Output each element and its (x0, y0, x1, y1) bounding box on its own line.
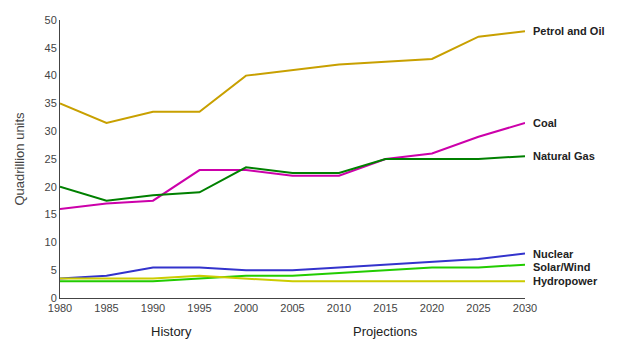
svg-text:Projections: Projections (353, 324, 418, 339)
svg-text:1980: 1980 (48, 302, 72, 314)
svg-text:Solar/Wind: Solar/Wind (533, 261, 590, 273)
svg-text:1990: 1990 (141, 302, 165, 314)
svg-text:1985: 1985 (94, 302, 118, 314)
svg-text:Nuclear: Nuclear (533, 248, 574, 260)
svg-text:Quadrillion units: Quadrillion units (12, 112, 27, 206)
svg-text:40: 40 (45, 69, 57, 81)
svg-text:30: 30 (45, 125, 57, 137)
svg-text:Natural Gas: Natural Gas (533, 150, 595, 162)
svg-text:45: 45 (45, 42, 57, 54)
svg-text:Hydropower: Hydropower (533, 275, 598, 287)
svg-text:50: 50 (45, 14, 57, 26)
svg-text:2005: 2005 (280, 302, 304, 314)
svg-text:25: 25 (45, 153, 57, 165)
svg-text:15: 15 (45, 208, 57, 220)
svg-text:20: 20 (45, 181, 57, 193)
svg-text:2030: 2030 (513, 302, 537, 314)
svg-text:Petrol and Oil: Petrol and Oil (533, 25, 605, 37)
svg-text:2000: 2000 (234, 302, 258, 314)
svg-text:35: 35 (45, 97, 57, 109)
svg-text:2015: 2015 (373, 302, 397, 314)
svg-text:2020: 2020 (420, 302, 444, 314)
svg-text:10: 10 (45, 236, 57, 248)
svg-text:2010: 2010 (327, 302, 351, 314)
svg-text:5: 5 (51, 264, 57, 276)
svg-text:1995: 1995 (187, 302, 211, 314)
svg-text:2025: 2025 (466, 302, 490, 314)
svg-text:Coal: Coal (533, 117, 557, 129)
svg-text:0: 0 (51, 292, 57, 304)
svg-text:History: History (151, 324, 192, 339)
